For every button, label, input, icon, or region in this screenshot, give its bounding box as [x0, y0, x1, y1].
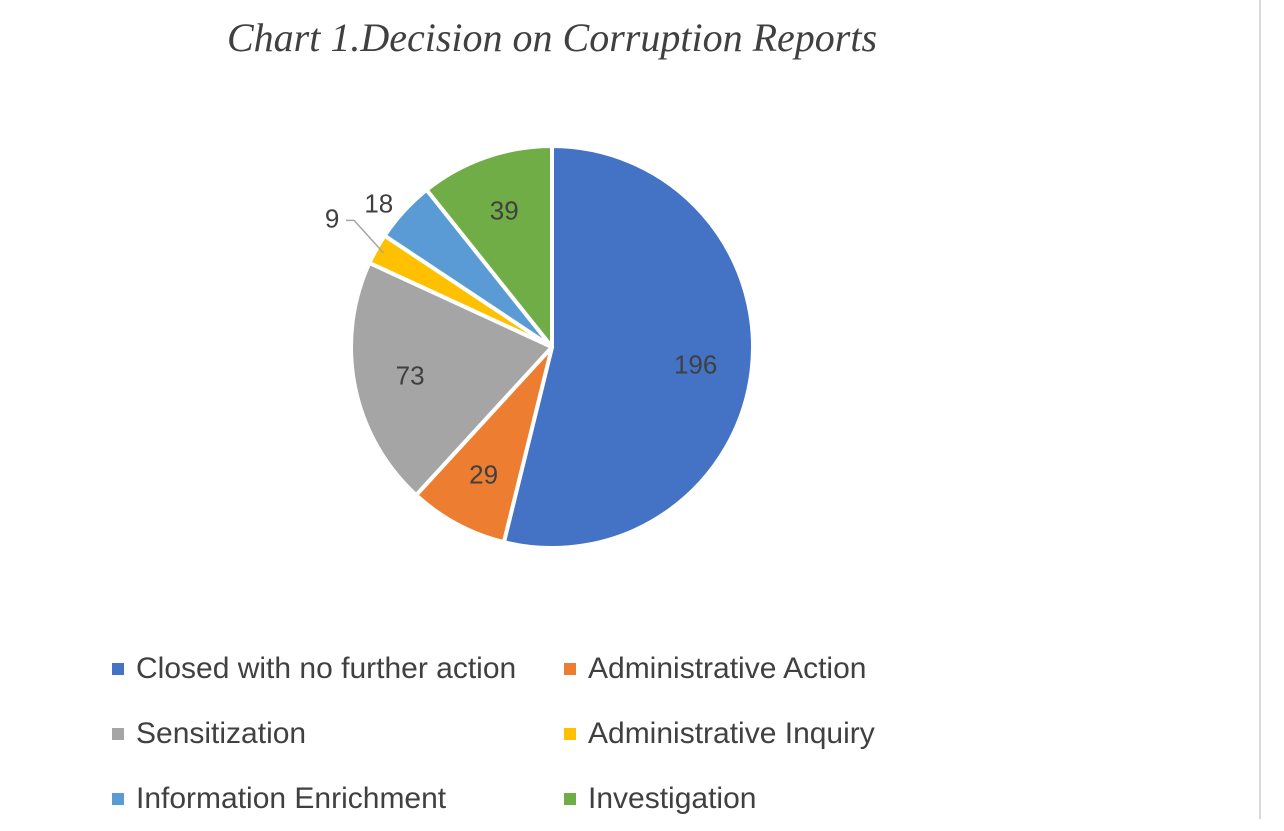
pie-slice-investigation	[424, 144, 554, 349]
legend-item-information-enrichment: Information Enrichment	[112, 766, 564, 831]
legend-swatch-icon	[112, 662, 124, 675]
legend-swatch-icon	[564, 792, 576, 805]
legend-label: Information Enrichment	[136, 781, 447, 815]
data-label-information-enrichment: 18	[364, 188, 393, 218]
legend-item-administrative-inquiry: Administrative Inquiry	[564, 701, 964, 766]
legend-swatch-icon	[564, 662, 576, 675]
legend-swatch-icon	[564, 727, 576, 740]
legend-label: Closed with no further action	[136, 651, 517, 685]
legend-item-administrative-action: Administrative Action	[564, 636, 964, 701]
legend-item-investigation: Investigation	[564, 766, 964, 831]
legend-label: Administrative Action	[588, 651, 867, 685]
legend-item-sensitization: Sensitization	[112, 701, 564, 766]
data-label-administrative-action: 29	[469, 460, 498, 490]
chart-title: Chart 1.Decision on Corruption Reports	[226, 15, 878, 60]
leader-line-administrative-inquiry	[346, 219, 385, 254]
legend-label: Administrative Inquiry	[588, 716, 875, 750]
page-edge-divider	[1259, 0, 1261, 819]
pie-chart: 196 29 73 9 18 39	[325, 144, 755, 550]
data-label-investigation: 39	[490, 195, 519, 225]
data-label-sensitization: 73	[396, 361, 425, 391]
legend-swatch-icon	[112, 727, 124, 740]
pie-slice-sensitization	[349, 260, 554, 498]
data-label-administrative-inquiry: 9	[325, 203, 339, 233]
data-label-closed-with-no-further-action: 196	[674, 349, 717, 379]
pie-slice-closed-with-no-further-action	[501, 144, 755, 550]
chart-legend: Closed with no further action Administrat…	[112, 636, 972, 831]
legend-label: Sensitization	[136, 716, 307, 750]
legend-label: Investigation	[588, 781, 757, 815]
legend-swatch-icon	[112, 792, 124, 805]
legend-item-closed-with-no-further-action: Closed with no further action	[112, 636, 564, 701]
